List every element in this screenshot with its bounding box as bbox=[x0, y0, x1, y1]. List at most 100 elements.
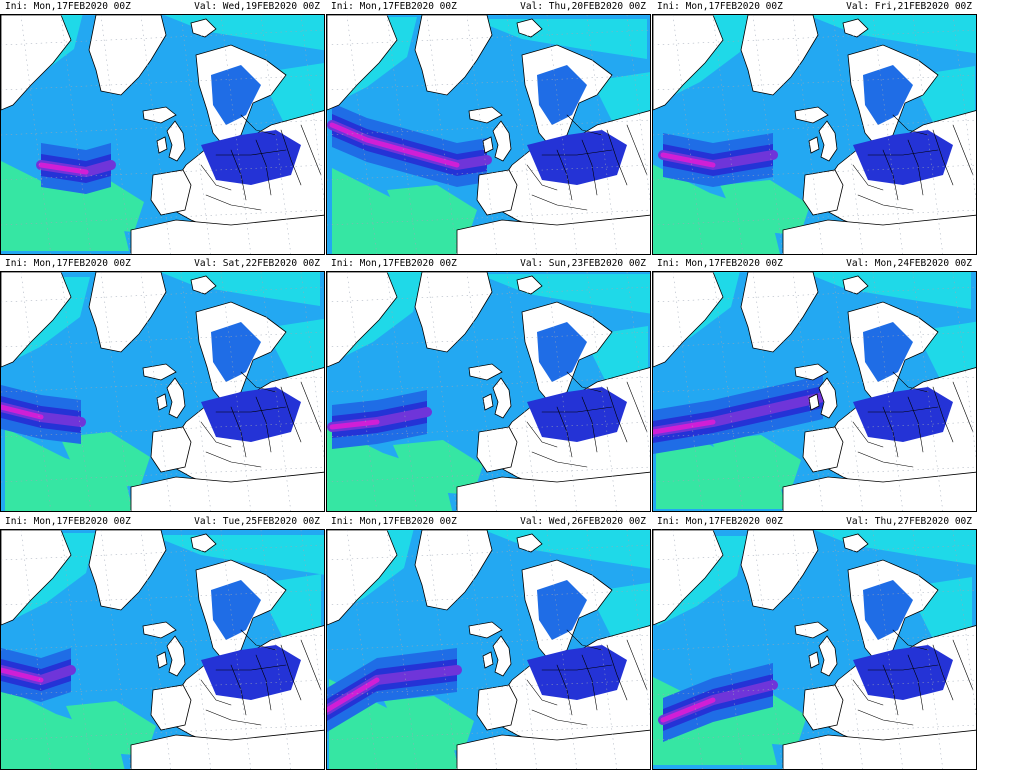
parallel-line bbox=[1, 376, 324, 393]
country-border bbox=[857, 194, 914, 211]
meridian-line bbox=[712, 272, 744, 511]
parallel-line bbox=[1, 331, 324, 348]
scandinavia-precip bbox=[863, 322, 913, 382]
iceland-land bbox=[468, 621, 503, 639]
country-border bbox=[932, 644, 954, 701]
map-canvas bbox=[1, 272, 324, 511]
country-border bbox=[205, 194, 262, 211]
ireland-land bbox=[156, 136, 168, 154]
parallel-line bbox=[1, 29, 324, 46]
country-border bbox=[215, 149, 287, 156]
svalbard-land bbox=[842, 275, 869, 295]
country-border bbox=[581, 396, 598, 453]
meridian-line bbox=[752, 15, 784, 254]
iberia-land bbox=[802, 426, 844, 473]
forecast-panel-grid: Ini: Mon,17FEB2020 00Z Val: Wed,19FEB2020… bbox=[0, 1, 978, 771]
meridian-line bbox=[220, 530, 252, 769]
meridian-line bbox=[180, 530, 212, 769]
forecast-map bbox=[0, 271, 325, 512]
canada-land bbox=[653, 272, 724, 368]
init-time-label: Ini: Mon,17FEB2020 00Z bbox=[657, 1, 783, 12]
scandinavia-precip bbox=[537, 322, 587, 382]
init-time-label: Ini: Mon,17FEB2020 00Z bbox=[657, 516, 783, 527]
iceland-land bbox=[794, 363, 829, 381]
parallel-line bbox=[1, 544, 324, 561]
country-border bbox=[606, 129, 628, 186]
canada-land bbox=[327, 272, 398, 368]
iceland-land bbox=[468, 106, 503, 124]
precip-peak bbox=[1, 404, 44, 420]
africa-land bbox=[782, 214, 976, 254]
country-border bbox=[531, 194, 588, 211]
country-border bbox=[255, 139, 272, 196]
meridian-line bbox=[952, 272, 976, 459]
parallel-line bbox=[1, 209, 324, 226]
forecast-map bbox=[326, 271, 651, 512]
country-border bbox=[907, 654, 924, 711]
forecast-map bbox=[652, 271, 977, 512]
init-time-label: Ini: Mon,17FEB2020 00Z bbox=[331, 1, 457, 12]
svalbard-land bbox=[190, 533, 217, 553]
parallel-line bbox=[1, 724, 324, 741]
valid-time-label: Val: Mon,24FEB2020 00Z bbox=[846, 258, 972, 269]
parallel-line bbox=[653, 466, 976, 483]
scandinavia-precip bbox=[537, 65, 587, 125]
precip-contour bbox=[720, 180, 810, 235]
meridian-line bbox=[346, 15, 378, 254]
land-precip bbox=[527, 130, 627, 185]
ireland-land bbox=[808, 651, 820, 669]
parallel-line bbox=[653, 421, 976, 438]
ireland-land bbox=[808, 136, 820, 154]
canada-land bbox=[653, 530, 724, 626]
country-border bbox=[892, 371, 929, 393]
iceland-land bbox=[794, 621, 829, 639]
precip-contour bbox=[472, 19, 647, 59]
meridian-line bbox=[426, 272, 458, 511]
parallel-line bbox=[653, 376, 976, 393]
meridian-line bbox=[386, 15, 418, 254]
precip-peak bbox=[660, 697, 716, 723]
init-time-label: Ini: Mon,17FEB2020 00Z bbox=[5, 516, 131, 527]
country-border bbox=[857, 709, 914, 726]
country-border bbox=[200, 164, 232, 191]
meridian-line bbox=[752, 530, 784, 769]
forecast-panel: Ini: Mon,17FEB2020 00Z Val: Thu,27FEB2020… bbox=[652, 515, 978, 771]
meridian-line bbox=[426, 15, 458, 254]
parallel-line bbox=[1, 74, 324, 91]
meridian-line bbox=[672, 272, 704, 511]
map-canvas bbox=[1, 15, 324, 254]
country-border bbox=[907, 396, 924, 453]
britain-land bbox=[818, 635, 838, 677]
init-time-label: Ini: Mon,17FEB2020 00Z bbox=[657, 258, 783, 269]
africa-land bbox=[130, 214, 324, 254]
land-precip bbox=[201, 387, 301, 442]
country-border bbox=[300, 381, 322, 433]
country-border bbox=[932, 129, 954, 186]
meridian-line bbox=[872, 272, 904, 511]
iceland-land bbox=[468, 363, 503, 381]
meridian-line bbox=[100, 272, 132, 511]
country-border bbox=[240, 114, 277, 136]
precip-peak bbox=[653, 419, 716, 435]
land-precip bbox=[853, 130, 953, 185]
meridian-line bbox=[386, 530, 418, 769]
country-border bbox=[581, 139, 598, 196]
meridian-line bbox=[60, 530, 92, 769]
country-border bbox=[215, 664, 287, 671]
parallel-line bbox=[327, 164, 650, 181]
parallel-line bbox=[653, 544, 976, 561]
meridian-line bbox=[832, 15, 864, 254]
country-border bbox=[952, 381, 974, 433]
meridian-line bbox=[832, 530, 864, 769]
meridian-line bbox=[140, 15, 172, 254]
meridian-line bbox=[792, 15, 824, 254]
meridian-line bbox=[672, 530, 704, 769]
country-border bbox=[852, 679, 884, 706]
country-border bbox=[230, 664, 247, 716]
country-border bbox=[626, 639, 648, 691]
precip-contour bbox=[653, 164, 780, 254]
country-border bbox=[952, 124, 974, 176]
britain-land bbox=[492, 635, 512, 677]
country-border bbox=[882, 406, 899, 458]
country-border bbox=[566, 629, 603, 651]
